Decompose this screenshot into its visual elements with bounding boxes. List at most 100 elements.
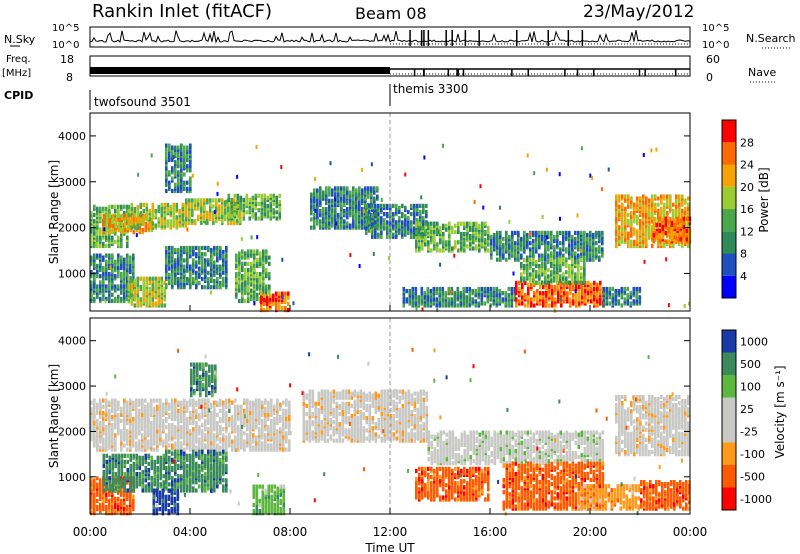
velocity-cell	[93, 410, 96, 415]
velocity-cell	[222, 400, 225, 405]
velocity-cell	[198, 425, 201, 430]
power-cell	[245, 210, 249, 215]
power-cell	[346, 223, 349, 228]
power-cell	[392, 212, 395, 217]
power-cell	[148, 299, 152, 304]
power-cell	[365, 228, 368, 233]
power-cell	[174, 160, 177, 165]
power-cell	[557, 299, 560, 304]
power-cell	[436, 242, 439, 247]
velocity-cell	[201, 410, 204, 415]
power-cell	[130, 299, 134, 304]
power-cell	[535, 249, 538, 254]
velocity-cell	[222, 427, 225, 432]
power-cell	[642, 200, 645, 205]
power-cell	[136, 215, 140, 220]
velocity-cell	[147, 443, 150, 448]
speckle-cell	[236, 174, 239, 179]
velocity-cell	[213, 418, 216, 424]
power-cell	[248, 197, 252, 202]
power-cell	[180, 245, 183, 251]
power-cell	[502, 237, 505, 242]
power-cell	[518, 280, 521, 285]
velocity-cell	[138, 447, 141, 452]
power-cell	[163, 297, 167, 302]
power-cell	[418, 234, 421, 239]
power-cell	[219, 248, 222, 253]
power-cell	[168, 272, 171, 277]
power-cell	[398, 230, 401, 235]
power-cell	[654, 231, 657, 236]
power-cell	[621, 239, 624, 244]
speckle-cell	[580, 146, 583, 151]
power-cell	[235, 263, 238, 268]
power-cell	[636, 239, 639, 244]
power-cell	[157, 207, 161, 212]
power-cell	[322, 223, 325, 228]
velocity-heatmap	[90, 318, 691, 516]
cpid-label: CPID	[4, 89, 33, 102]
power-cell	[287, 308, 290, 313]
power-cell	[615, 198, 618, 203]
velocity-cell	[231, 400, 234, 405]
power-cell	[328, 190, 331, 195]
power-cell	[127, 213, 131, 218]
power-cell	[586, 251, 589, 256]
power-cell	[632, 286, 636, 292]
power-cell	[627, 194, 630, 199]
power-cell	[365, 222, 368, 227]
power-cell	[645, 219, 648, 224]
power-cell	[102, 230, 106, 235]
power-cell	[147, 226, 151, 231]
power-cell	[568, 237, 571, 242]
power-cell	[213, 264, 216, 269]
power-cell	[181, 202, 185, 207]
velocity-cell	[153, 437, 156, 442]
velocity-cell	[123, 414, 126, 420]
power-cell	[108, 259, 111, 264]
power-cell	[577, 268, 580, 273]
power-cell	[108, 226, 112, 231]
power-cell	[254, 212, 258, 217]
power-cell	[236, 204, 240, 209]
power-cell	[636, 235, 639, 240]
power-cell	[571, 243, 574, 248]
power-cell	[465, 295, 469, 300]
power-cell	[411, 303, 415, 308]
power-cell	[583, 249, 586, 254]
power-cell	[595, 251, 598, 256]
speckle-cell	[361, 167, 364, 172]
power-cell	[313, 188, 316, 193]
power-cell	[238, 251, 241, 256]
power-cell	[550, 270, 553, 275]
power-cell	[222, 281, 225, 286]
speckle-cell	[281, 295, 284, 300]
velocity-cell	[168, 402, 171, 407]
power-cell	[684, 210, 687, 216]
velocity-cell	[165, 416, 168, 422]
velocity-cell	[120, 445, 123, 450]
power-cell	[395, 230, 398, 235]
power-cell	[136, 204, 140, 210]
power-cell	[337, 225, 340, 230]
power-cell	[453, 291, 457, 296]
power-cell	[651, 194, 654, 199]
power-cell	[207, 281, 210, 286]
power-cell	[648, 231, 651, 236]
power-cell	[663, 212, 666, 218]
power-cell	[408, 289, 412, 294]
power-cell	[654, 194, 657, 199]
power-cell	[568, 280, 571, 285]
power-cell	[194, 206, 197, 211]
velocity-cell	[120, 435, 123, 440]
power-cell	[99, 280, 102, 285]
power-cell	[165, 245, 168, 251]
power-cell	[238, 265, 241, 271]
speckle-cell	[667, 303, 670, 308]
power-cell	[563, 284, 566, 290]
speckle-cell	[132, 217, 135, 222]
velocity-cell	[141, 421, 144, 426]
power-cell	[178, 209, 182, 214]
power-cell	[417, 299, 421, 304]
power-cell	[219, 281, 222, 286]
